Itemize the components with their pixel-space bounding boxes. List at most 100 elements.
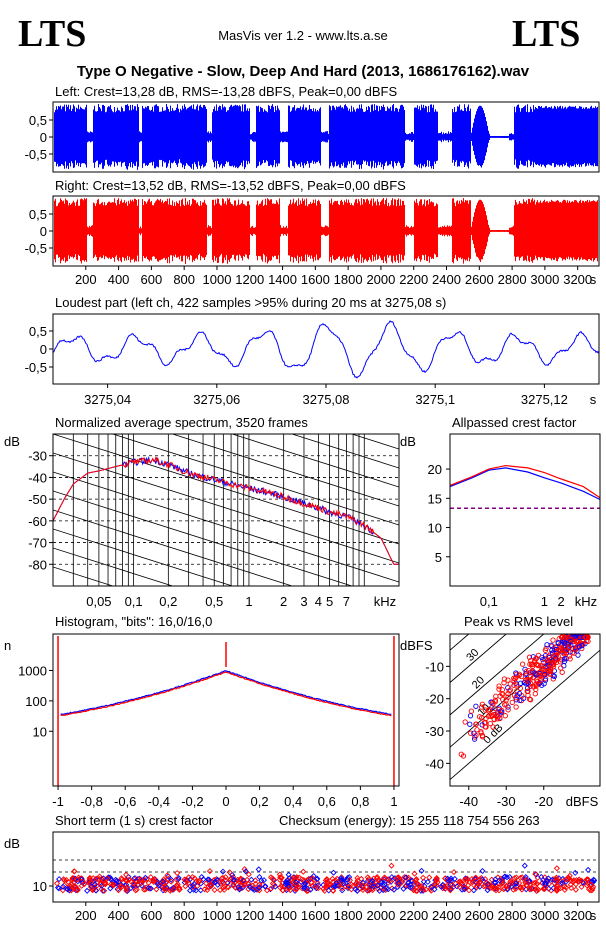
- peak-rms-point: [535, 662, 542, 669]
- short-crest-point: [486, 881, 493, 888]
- loudest-xtick-label: 3275,08: [303, 392, 350, 407]
- short-crest-point: [587, 887, 594, 894]
- short-crest-point: [53, 880, 61, 887]
- peak-rms-point: [548, 642, 554, 648]
- loudest-xtick-label: 3275,06: [193, 392, 240, 407]
- peak-rms-point: [532, 691, 538, 697]
- spectrum-xtick-label: 0,2: [159, 594, 177, 609]
- short-crest-point: [196, 877, 203, 884]
- short-crest-point: [476, 879, 483, 886]
- short-crest-point: [300, 868, 307, 875]
- peak-rms-point: [490, 724, 496, 730]
- short-crest-x-axis: 200 400 600 800 1000 1200 1400 1600 1800 2000 2200…: [75, 902, 597, 923]
- short-crest-point: [381, 874, 388, 881]
- peak-rms-point: [473, 721, 479, 727]
- short-crest-point: [578, 877, 585, 884]
- short-crest-xtick-label: 1800: [334, 908, 363, 923]
- short-crest-point: [107, 885, 114, 892]
- short-crest-point: [329, 875, 336, 882]
- short-crest-point: [352, 880, 360, 887]
- short-crest-point: [98, 875, 105, 882]
- histogram-xtick-label: 0,2: [251, 794, 269, 809]
- short-crest-point: [230, 881, 237, 888]
- short-crest-point: [521, 862, 528, 869]
- short-crest-point: [242, 868, 249, 875]
- right-wave-xtick-label: 1600: [301, 272, 330, 287]
- peak-rms-point: [517, 697, 523, 704]
- short-crest-point: [268, 885, 275, 892]
- histogram-xtick-label: -1: [52, 794, 64, 809]
- peak-rms-point: [479, 701, 486, 707]
- short-crest-point: [262, 883, 269, 890]
- histogram-xtick-label: -0,8: [80, 794, 102, 809]
- short-crest-point: [476, 876, 483, 883]
- short-crest-point: [589, 885, 596, 892]
- crest-freq-xunit: kHz: [575, 594, 597, 609]
- short-crest-point: [78, 876, 85, 883]
- short-crest-point: [352, 886, 359, 893]
- short-crest-point: [492, 876, 499, 883]
- short-crest-point: [244, 876, 251, 883]
- short-crest-point: [427, 885, 434, 893]
- histogram-xtick-label: 1: [390, 794, 397, 809]
- short-crest-ytick-label: 10: [33, 879, 47, 894]
- short-crest-point: [553, 874, 560, 881]
- short-crest-point: [93, 875, 100, 882]
- histogram-xtick-label: 0,8: [351, 794, 369, 809]
- spectrum-trace-left: [53, 456, 399, 565]
- short-crest-point: [154, 881, 161, 888]
- spectrum-slope-line: [53, 509, 294, 586]
- short-crest-point: [245, 871, 252, 878]
- peak-rms-point: [557, 647, 564, 653]
- peak-rms-point: [473, 703, 479, 709]
- short-crest-point: [113, 880, 120, 887]
- right-wave-xtick-label: 3000: [530, 272, 559, 287]
- peak-rms-point: [526, 654, 533, 660]
- peak-rms-point: [542, 652, 549, 659]
- short-crest-point: [379, 882, 387, 889]
- short-crest-point: [447, 885, 454, 892]
- short-crest-point: [236, 876, 243, 883]
- short-crest-point: [104, 875, 111, 882]
- short-crest-point: [526, 881, 534, 888]
- right-wave-xtick-label: 3200: [563, 272, 592, 287]
- short-crest-point: [503, 882, 510, 889]
- short-crest-point: [534, 885, 541, 892]
- short-crest-point: [376, 887, 383, 894]
- spectrum-frame: [52, 433, 400, 587]
- spectrum-ytick-label: -30: [28, 449, 47, 464]
- short-crest-point: [584, 877, 591, 884]
- histogram-xtick-label: -0,4: [148, 794, 170, 809]
- peak-rms-point: [482, 707, 489, 713]
- short-crest-point: [484, 887, 491, 894]
- crest-freq-ylabel: dB: [400, 434, 416, 449]
- peak-rms-point: [513, 670, 519, 676]
- short-crest-point: [373, 875, 380, 882]
- short-crest-point: [123, 887, 130, 894]
- short-crest-point: [217, 887, 224, 894]
- left-wave-ytick-label: 0,5: [29, 113, 47, 128]
- short-crest-point: [143, 875, 150, 883]
- short-crest-point: [102, 880, 109, 887]
- short-crest-point: [101, 887, 108, 894]
- short-crest-point: [359, 882, 366, 889]
- short-crest-point: [208, 882, 215, 890]
- short-crest-point: [359, 886, 366, 894]
- histogram-ytick-label: 100: [25, 694, 47, 709]
- short-crest-point: [456, 883, 463, 891]
- histogram-ytick-label: 10: [33, 724, 47, 739]
- short-crest-point: [168, 876, 175, 883]
- short-crest-point: [512, 885, 519, 892]
- right-wave-xtick-label: 1200: [235, 272, 264, 287]
- short-crest-point: [541, 884, 548, 891]
- spectrum-slope-line: [53, 490, 354, 586]
- right-wave-ytick-label: 0,5: [29, 207, 47, 222]
- short-crest-point: [321, 887, 328, 894]
- short-crest-point: [480, 883, 487, 890]
- spectrum-ytick-label: -40: [28, 470, 47, 485]
- short-crest-point: [91, 881, 98, 888]
- right-wave-xtick-label: 400: [108, 272, 130, 287]
- loudest-trace: [52, 320, 600, 379]
- app-title: MasVis ver 1.2 - www.lts.a.se: [218, 28, 388, 43]
